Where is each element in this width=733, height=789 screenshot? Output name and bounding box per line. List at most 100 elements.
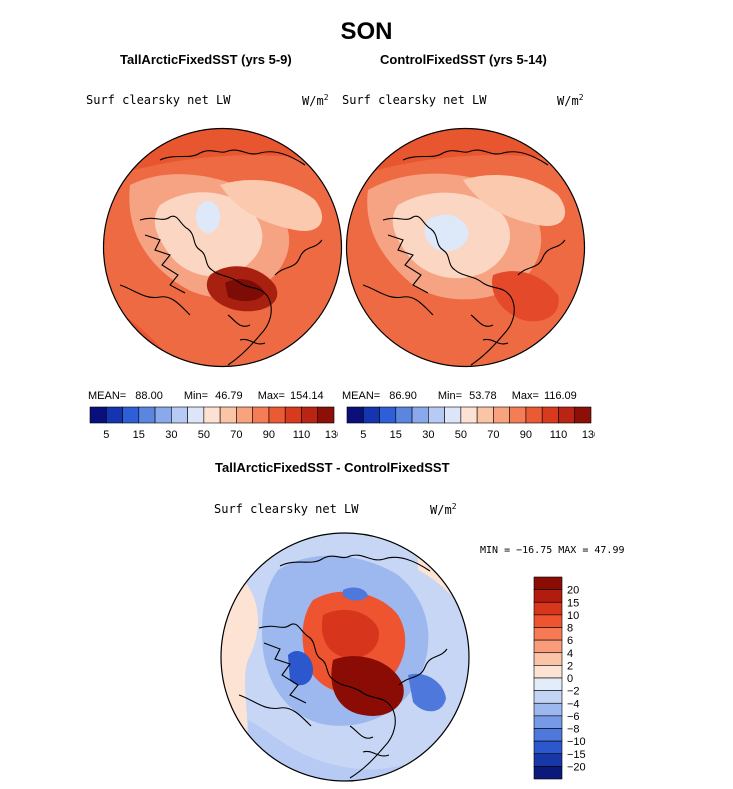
colorbar-tick-label: 130: [325, 429, 338, 441]
colorbar-swatch: [236, 406, 253, 424]
figure-title: SON: [340, 18, 393, 45]
colorbar-swatch: [476, 406, 494, 424]
colorbar-swatch: [444, 406, 462, 424]
colorbar-tick-label: 2: [567, 660, 573, 672]
colorbar-tick-label: 6: [567, 635, 573, 647]
colorbar-tick-label: 90: [263, 429, 275, 441]
colorbar-swatch: [509, 406, 527, 424]
map-fill-blue-spot: [424, 214, 469, 252]
colorbar-swatch: [268, 406, 286, 424]
min-value: 53.78: [469, 390, 497, 402]
map-fill-light-ne: [463, 175, 566, 226]
max-value: 154.14: [289, 390, 324, 402]
colorbar-swatch: [533, 702, 563, 717]
colorbar-swatch: [525, 406, 543, 424]
map-fill-light: [154, 192, 263, 277]
map-fill-light-ne: [220, 180, 323, 231]
colorbar-swatch: [533, 753, 563, 767]
colorbar-tick-label: 130: [582, 429, 595, 441]
colorbar-swatch: [154, 406, 172, 424]
colorbar-swatch: [362, 406, 380, 424]
colorbar-swatch: [533, 601, 563, 616]
map-fill-blue-spot: [343, 587, 368, 601]
panel-3-polar-map: [220, 532, 470, 782]
colorbar-tick-label: −8: [567, 724, 580, 736]
colorbar-tick-label: 50: [198, 429, 210, 441]
colorbar-swatch: [317, 406, 335, 424]
panel-3-stats: MIN = −16.75 MAX = 47.99: [480, 545, 625, 556]
panel-1-stats: MEAN= 88.00 Min= 46.79 Max= 154.14: [88, 390, 324, 402]
colorbar-swatch: [533, 677, 563, 691]
panel-3-units: W/m2: [430, 502, 457, 517]
map-fill-blue-east: [408, 673, 446, 712]
colorbar-swatch: [122, 406, 140, 424]
mean-label: MEAN=: [342, 390, 381, 402]
colorbar-tick-label: 15: [390, 429, 402, 441]
colorbar-tick-label: 15: [567, 597, 579, 609]
colorbar-swatch: [533, 614, 563, 628]
colorbar-tick-label: −10: [567, 736, 586, 748]
colorbar-tick-label: 4: [567, 648, 573, 660]
max-label: Max=: [511, 390, 539, 402]
map-fill-blue-spot: [196, 201, 220, 233]
colorbar-tick-label: 70: [230, 429, 242, 441]
colorbar-swatch: [533, 766, 563, 780]
panel-2-units: W/m2: [557, 93, 584, 108]
mean-value: 86.90: [389, 390, 417, 402]
colorbar-tick-label: 90: [520, 429, 532, 441]
colorbar-swatch: [541, 406, 559, 424]
colorbar-tick-label: 110: [550, 429, 568, 441]
colorbar-tick-label: 8: [567, 623, 573, 635]
panel-1-polar-map: [102, 127, 343, 368]
colorbar-swatch: [301, 406, 319, 424]
colorbar-swatch: [460, 406, 478, 424]
colorbar-swatch: [187, 406, 205, 424]
panel-3-variable: Surf clearsky net LW: [214, 502, 359, 516]
map-fill-blue-dark: [288, 650, 313, 686]
panel-3-coastlines: [238, 554, 448, 779]
colorbar-swatch: [558, 406, 576, 424]
colorbar-swatch: [574, 406, 592, 424]
panel-1-coastlines: [119, 149, 323, 366]
colorbar-tick-label: −20: [567, 761, 586, 773]
max-label: Max=: [257, 390, 285, 402]
colorbar-swatch: [533, 639, 563, 654]
colorbar-swatch: [203, 406, 221, 424]
colorbar-swatch: [284, 406, 302, 424]
min-value: 46.79: [215, 390, 243, 402]
colorbar-swatch: [346, 406, 364, 424]
colorbar-swatch: [89, 406, 107, 424]
colorbar-swatch: [105, 406, 123, 424]
colorbar-swatch: [171, 406, 188, 424]
colorbar-swatch: [428, 406, 445, 424]
panel-2-polar-map: [345, 127, 586, 368]
colorbar-tick-label: 50: [455, 429, 467, 441]
map-fill-dark-e: [492, 271, 559, 322]
colorbar-swatch: [219, 406, 237, 424]
map-border: [345, 127, 586, 368]
colorbar-swatch: [533, 652, 563, 666]
panel-1-title: TallArcticFixedSST (yrs 5-9): [120, 52, 292, 67]
colorbar-2: 5 15 30 50 70 90 110 130: [346, 406, 595, 441]
panel-2-coastlines: [362, 149, 566, 366]
max-value: 116.09: [543, 390, 577, 402]
colorbar-swatch: [379, 406, 397, 424]
min-label: Min=: [437, 390, 463, 402]
colorbar-swatch: [395, 406, 413, 424]
colorbar-tick-label: −15: [567, 749, 586, 761]
colorbar-swatch: [138, 406, 156, 424]
colorbar-tick-label: 15: [133, 429, 145, 441]
colorbar-tick-label: 20: [567, 585, 579, 597]
colorbar-tick-label: 30: [165, 429, 177, 441]
colorbar-swatch: [533, 740, 563, 755]
panel-1-variable: Surf clearsky net LW: [86, 93, 231, 107]
colorbar-tick-label: −6: [567, 711, 580, 723]
colorbar-tick-label: 10: [567, 610, 579, 622]
colorbar-swatch: [252, 406, 270, 424]
map-fill-red-dark: [321, 609, 379, 659]
colorbar-tick-label: 30: [422, 429, 434, 441]
colorbar-swatch: [533, 576, 563, 590]
panel-2-stats: MEAN= 86.90 Min= 53.78 Max= 116.09: [342, 390, 577, 402]
panel-3-title: TallArcticFixedSST - ControlFixedSST: [215, 460, 450, 475]
panel-1-units: W/m2: [302, 93, 329, 108]
